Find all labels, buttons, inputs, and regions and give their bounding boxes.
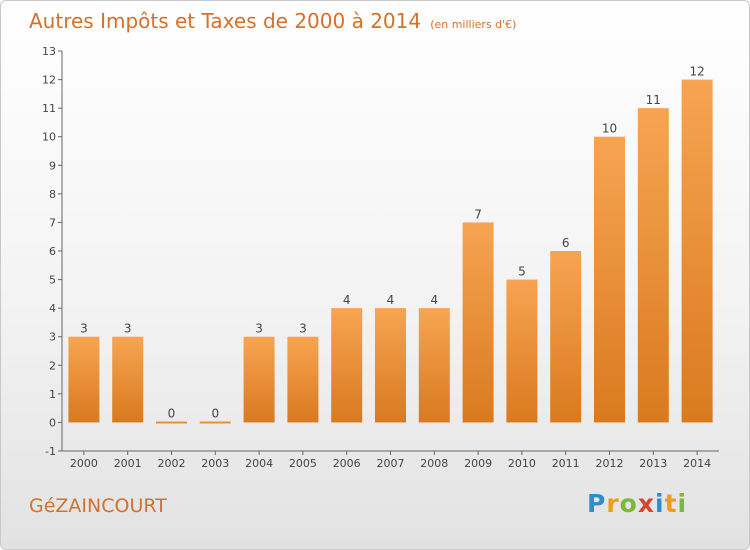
y-tick-label: 12 <box>42 74 56 87</box>
data-label: 0 <box>211 406 219 420</box>
logo-letter: i <box>655 489 665 518</box>
x-tick-label: 2000 <box>70 457 98 470</box>
logo-letter: t <box>664 489 678 518</box>
logo-letter: r <box>606 489 620 518</box>
data-label: 7 <box>474 207 482 221</box>
data-label: 6 <box>562 236 570 250</box>
data-label: 0 <box>168 406 176 420</box>
x-tick-label: 2005 <box>289 457 317 470</box>
y-tick-label: 13 <box>42 45 56 58</box>
data-label: 12 <box>689 65 704 79</box>
x-tick-label: 2001 <box>114 457 142 470</box>
x-tick-label: 2002 <box>158 457 186 470</box>
y-tick-label: 2 <box>49 359 56 372</box>
x-tick-label: 2014 <box>683 457 711 470</box>
x-tick-label: 2004 <box>245 457 273 470</box>
data-label: 3 <box>80 322 88 336</box>
logo-letter: o <box>619 489 638 518</box>
logo-letter: i <box>677 489 688 518</box>
bar-2014 <box>681 79 713 423</box>
data-label: 5 <box>518 265 526 279</box>
x-tick-label: 2010 <box>508 457 536 470</box>
data-label-layer: 3 3 0 0 3 3 4 4 4 7 5 6 10 11 12 <box>80 65 705 421</box>
bar-2008 <box>418 308 450 423</box>
bar-2010 <box>506 279 538 423</box>
y-tick-label: 11 <box>42 102 56 115</box>
bar-2000 <box>68 336 100 423</box>
y-tick-label: 10 <box>42 131 56 144</box>
bar-2012 <box>594 136 625 423</box>
bar-2001 <box>112 336 144 423</box>
logo-letter: x <box>637 489 655 518</box>
x-tick-label: 2007 <box>377 457 405 470</box>
data-label: 4 <box>343 293 351 307</box>
data-label: 3 <box>124 322 132 336</box>
chart-title: Autres Impôts et Taxes de 2000 à 2014 <box>29 9 422 33</box>
y-tick-label: 4 <box>49 302 56 315</box>
y-tick-label: 5 <box>49 274 56 287</box>
y-tick-label: 9 <box>49 159 56 172</box>
x-tick-label: 2009 <box>464 457 492 470</box>
x-tick-label: 2008 <box>420 457 448 470</box>
y-tick-label: -1 <box>45 445 56 458</box>
data-label: 4 <box>430 293 438 307</box>
y-tick-label: 1 <box>49 388 56 401</box>
y-tick-label: 8 <box>49 188 56 201</box>
bar-2009 <box>462 222 494 423</box>
x-tick-label: 2013 <box>639 457 667 470</box>
bar-2003 <box>199 421 231 424</box>
y-tick-label: 6 <box>49 245 56 258</box>
y-tick-label: 0 <box>49 416 56 429</box>
bar-2004 <box>243 336 275 423</box>
bar-2006 <box>331 308 363 423</box>
data-label: 10 <box>602 122 617 136</box>
bar-2007 <box>375 308 406 423</box>
logo-letter: P <box>587 489 607 518</box>
x-tick-label: 2012 <box>596 457 624 470</box>
proxiti-logo[interactable]: Proxiti <box>587 489 687 518</box>
data-label: 4 <box>387 293 395 307</box>
bar-layer <box>68 79 713 424</box>
chart-unit: (en milliers d'€) <box>430 18 517 31</box>
data-label: 11 <box>646 93 661 107</box>
bar-2011 <box>550 251 582 423</box>
y-tick-label: 3 <box>49 331 56 344</box>
data-label: 3 <box>255 322 263 336</box>
data-label: 3 <box>299 322 307 336</box>
x-tick-label: 2003 <box>201 457 229 470</box>
x-tick-label: 2011 <box>552 457 580 470</box>
bar-2002 <box>156 421 187 424</box>
x-tick-label: 2006 <box>333 457 361 470</box>
bar-2005 <box>287 336 319 423</box>
town-name: GéZAINCOURT <box>29 495 167 517</box>
bar-2013 <box>637 108 669 423</box>
chart-title-block: Autres Impôts et Taxes de 2000 à 2014 (e… <box>29 9 516 33</box>
y-tick-label: 7 <box>49 216 56 229</box>
